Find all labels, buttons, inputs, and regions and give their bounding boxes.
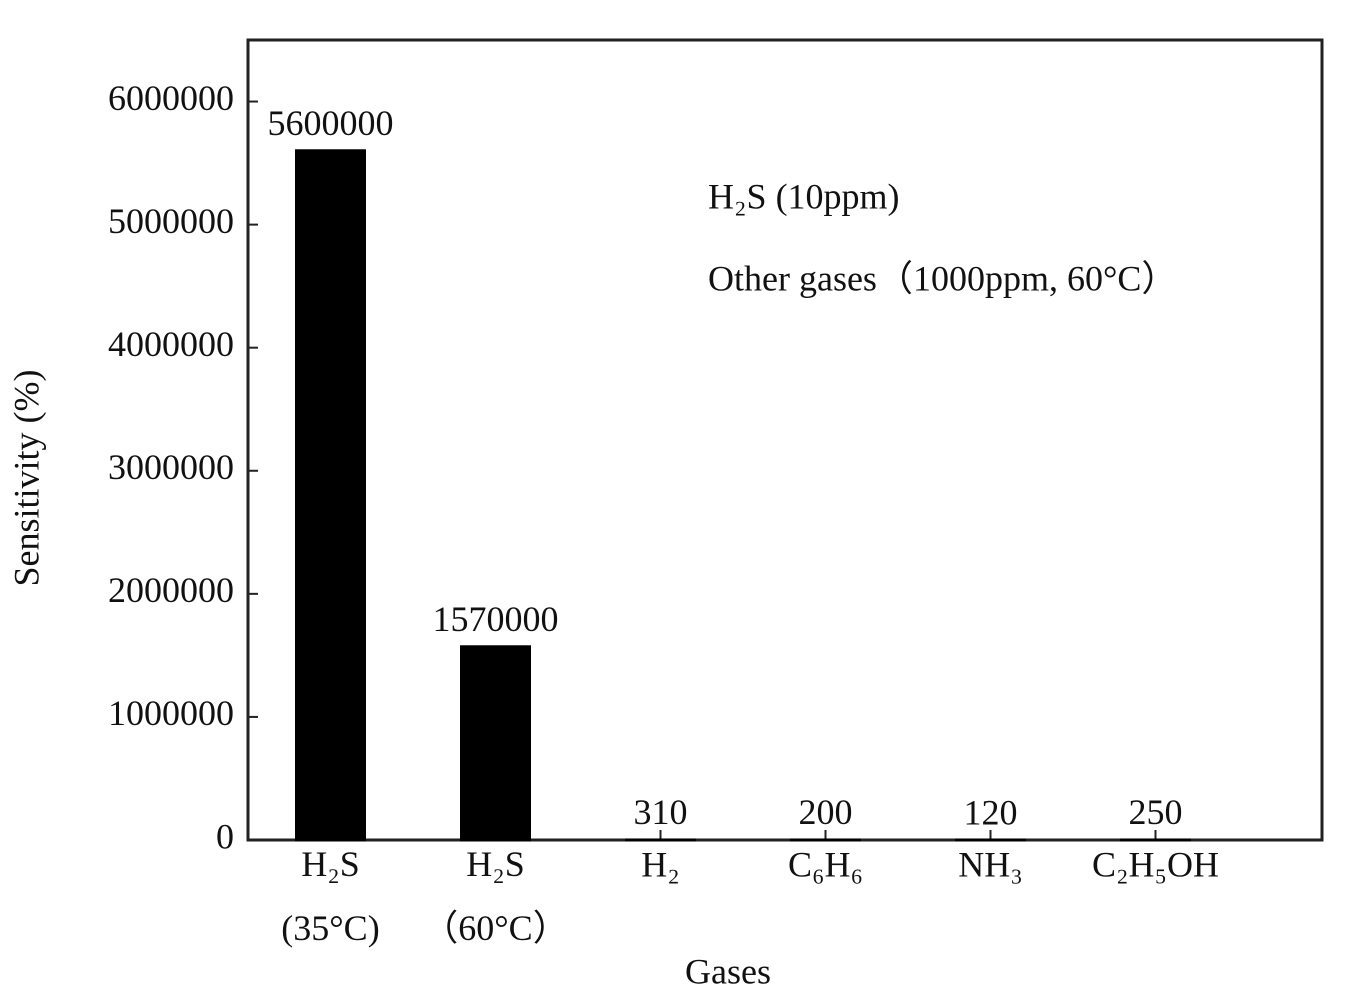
bar — [460, 645, 531, 842]
y-tick-label: 4000000 — [108, 324, 234, 364]
value-label: 5600000 — [268, 103, 394, 143]
y-tick-label: 2000000 — [108, 570, 234, 610]
x-tick-label: H₂ — [641, 844, 680, 884]
y-tick-label: 3000000 — [108, 447, 234, 487]
y-tick-label: 1000000 — [108, 693, 234, 733]
value-label: 200 — [799, 792, 853, 832]
x-tick-label: H₂S (35°C) — [281, 844, 379, 948]
value-label: 1570000 — [433, 599, 559, 639]
x-tick-label: NH₃ — [958, 844, 1023, 884]
y-tick-label: 6000000 — [108, 78, 234, 118]
value-label: 250 — [1129, 792, 1183, 832]
annotation: H₂S (10ppm) — [708, 176, 900, 216]
x-tick-label: C₂H₅OH — [1092, 844, 1219, 884]
bar — [295, 149, 366, 842]
plot-frame — [246, 38, 1324, 842]
value-label: 120 — [964, 792, 1018, 832]
y-tick-label: 5000000 — [108, 201, 234, 241]
x-tick-label: H₂S （60°C） — [422, 844, 568, 948]
y-axis-label: Sensitivity (%) — [6, 370, 46, 587]
value-label: 310 — [634, 792, 688, 832]
annotation: Other gases（1000ppm, 60°C） — [708, 258, 1177, 298]
y-tick-label: 0 — [216, 816, 234, 856]
x-axis-label: Gases — [685, 951, 771, 991]
x-tick-label: C₆H₆ — [788, 844, 863, 884]
